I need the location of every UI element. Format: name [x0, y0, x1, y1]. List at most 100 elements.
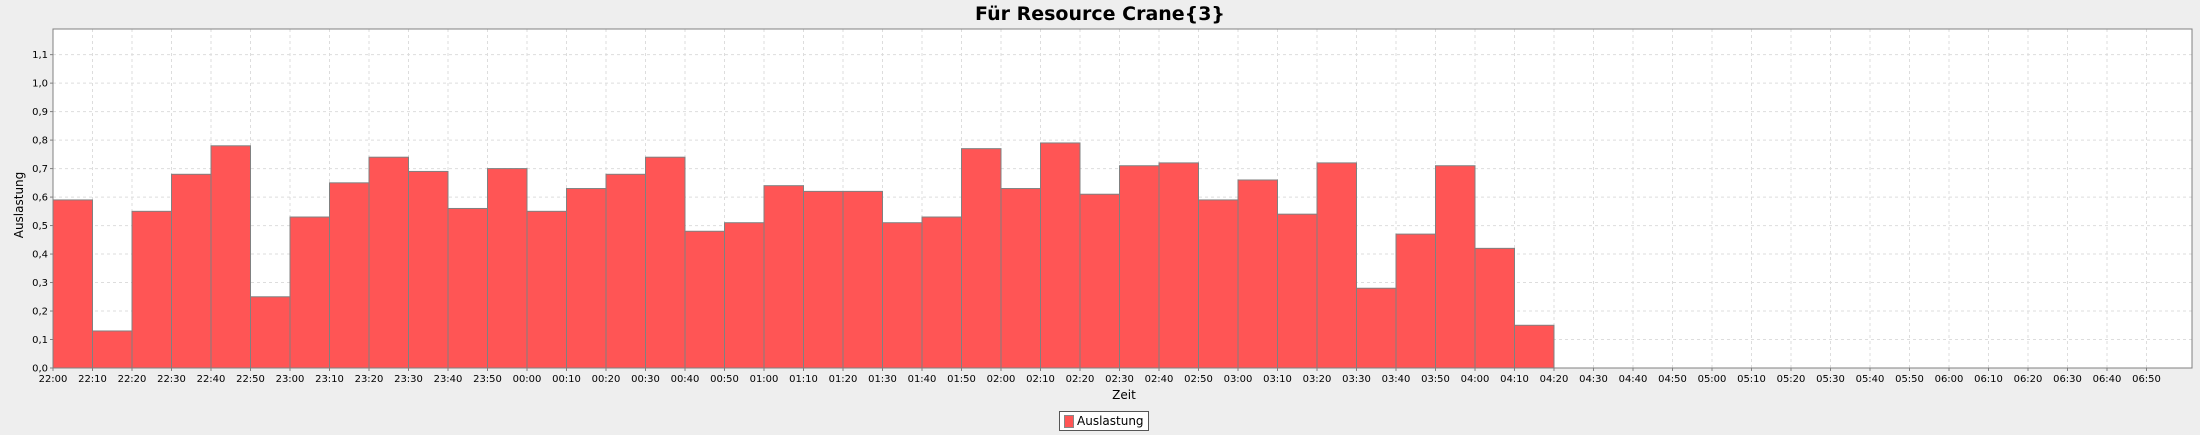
bar [1514, 324, 1555, 369]
x-tick-label: 05:10 [1737, 374, 1766, 385]
bars [52, 142, 1555, 369]
bar [1237, 179, 1278, 369]
bar [566, 188, 607, 369]
x-tick-label: 22:40 [197, 374, 226, 385]
x-tick-label: 01:40 [908, 374, 937, 385]
bar [289, 216, 330, 369]
bar [724, 222, 765, 369]
y-tick-label: 1,1 [32, 50, 48, 61]
bar [131, 210, 172, 369]
x-tick-label: 04:10 [1500, 374, 1529, 385]
bar [1277, 213, 1318, 369]
bar [645, 156, 686, 369]
x-tick-label: 06:20 [2014, 374, 2043, 385]
x-tick-label: 22:50 [236, 374, 265, 385]
bar [921, 216, 962, 369]
bar [803, 190, 844, 369]
x-tick-label: 06:10 [1974, 374, 2003, 385]
x-tick-label: 05:00 [1698, 374, 1727, 385]
x-tick-label: 00:10 [552, 374, 581, 385]
y-tick-label: 0,3 [32, 278, 48, 289]
bar [1158, 162, 1199, 369]
y-axis-label: Auslastung [12, 172, 26, 239]
y-tick-labels: 0,0 0,1 0,2 0,3 0,4 0,5 0,6 0,7 0,8 0,9 1,0 1,1 [32, 50, 53, 375]
bar [763, 185, 804, 369]
bar [1079, 193, 1120, 369]
bar [52, 199, 93, 369]
x-tick-labels: 22:00 22:10 22:20 22:30 22:40 22:50 23:00 23:10… [39, 368, 2161, 385]
bar [408, 170, 449, 369]
bar [1119, 165, 1160, 369]
x-tick-label: 06:40 [2093, 374, 2122, 385]
x-tick-label: 00:30 [631, 374, 660, 385]
bar [1395, 233, 1436, 369]
x-tick-label: 02:10 [1026, 374, 1055, 385]
x-tick-label: 02:30 [1105, 374, 1134, 385]
x-tick-label: 04:20 [1540, 374, 1569, 385]
bar [842, 190, 883, 369]
y-tick-label: 0,4 [32, 250, 48, 261]
bar [961, 148, 1002, 369]
x-tick-label: 22:00 [39, 374, 68, 385]
x-tick-label: 02:00 [987, 374, 1016, 385]
x-tick-label: 23:20 [355, 374, 384, 385]
bar [210, 145, 251, 369]
bar [487, 168, 528, 369]
x-tick-label: 03:40 [1382, 374, 1411, 385]
y-tick-label: 0,1 [32, 335, 48, 346]
bar [1356, 287, 1397, 369]
x-tick-label: 04:30 [1579, 374, 1608, 385]
plot-border [52, 28, 2193, 369]
legend-swatch [1064, 414, 1074, 428]
x-tick-label: 22:30 [157, 374, 186, 385]
x-tick-label: 05:40 [1856, 374, 1885, 385]
x-tick-label: 01:10 [789, 374, 818, 385]
x-tick-label: 01:50 [947, 374, 976, 385]
x-tick-label: 04:50 [1658, 374, 1687, 385]
bar [1040, 142, 1081, 369]
x-tick-label: 23:50 [473, 374, 502, 385]
x-tick-label: 03:00 [1224, 374, 1253, 385]
y-tick-label: 0,6 [32, 193, 48, 204]
x-tick-label: 02:20 [1066, 374, 1095, 385]
x-tick-label: 00:00 [513, 374, 542, 385]
bar [1198, 199, 1239, 369]
legend-label: Auslastung [1077, 414, 1144, 428]
bar [1435, 165, 1476, 369]
chart-title: Für Resource Crane{3} [975, 3, 1225, 25]
bar [368, 156, 409, 369]
bar [1000, 188, 1041, 369]
x-tick-label: 05:20 [1777, 374, 1806, 385]
x-tick-label: 06:50 [2132, 374, 2161, 385]
x-tick-label: 03:10 [1263, 374, 1292, 385]
bar [1316, 162, 1357, 369]
x-tick-label: 03:30 [1342, 374, 1371, 385]
y-tick-label: 0,5 [32, 221, 48, 232]
legend: Auslastung [1059, 411, 1149, 431]
x-tick-label: 23:00 [276, 374, 305, 385]
x-tick-label: 00:40 [671, 374, 700, 385]
x-tick-label: 01:00 [750, 374, 779, 385]
bar [250, 296, 291, 369]
x-tick-label: 22:20 [118, 374, 147, 385]
x-tick-label: 06:30 [2053, 374, 2082, 385]
axes [52, 28, 2193, 369]
y-tick-label: 0,9 [32, 107, 48, 118]
bar [171, 173, 212, 369]
bar [447, 207, 488, 369]
y-tick-label: 0,0 [32, 364, 48, 375]
bar [684, 230, 725, 369]
x-tick-label: 06:00 [1935, 374, 1964, 385]
bar [526, 210, 567, 369]
bar [605, 173, 646, 369]
x-axis-label: Zeit [1112, 388, 1136, 402]
x-tick-label: 02:50 [1184, 374, 1213, 385]
x-tick-label: 01:30 [868, 374, 897, 385]
y-tick-label: 1,0 [32, 79, 48, 90]
x-tick-label: 01:20 [829, 374, 858, 385]
x-tick-label: 23:30 [394, 374, 423, 385]
x-tick-label: 05:30 [1816, 374, 1845, 385]
x-tick-label: 03:50 [1421, 374, 1450, 385]
bar [329, 182, 370, 369]
